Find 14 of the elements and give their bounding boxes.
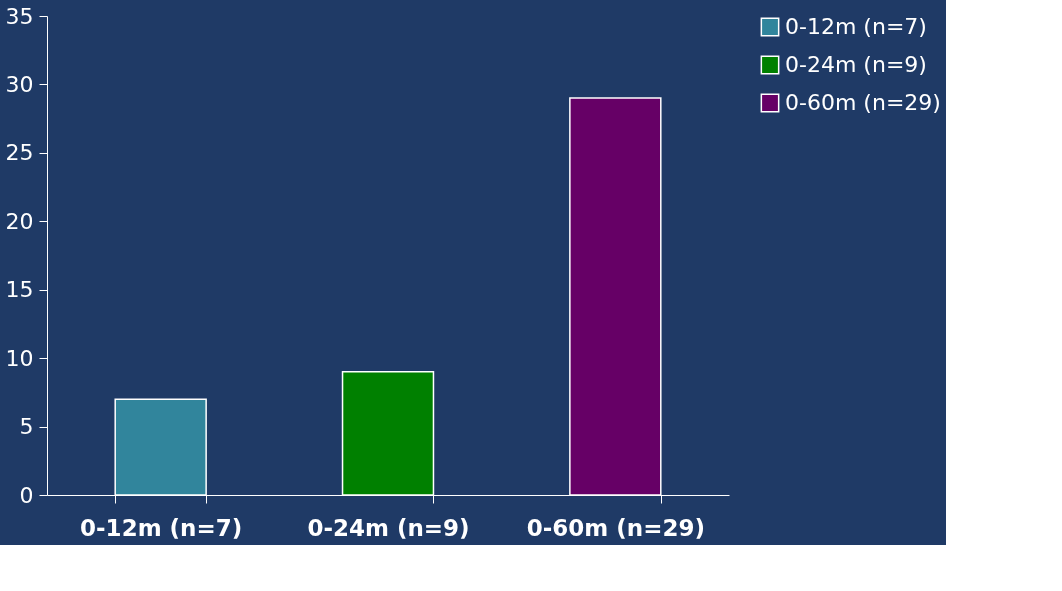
x-tick-label: 0-24m (n=9) [307, 514, 470, 541]
legend-label: 0-60m (n=29) [785, 90, 941, 115]
x-tick-label: 0-60m (n=29) [526, 514, 705, 541]
y-tick-label: 35 [5, 3, 34, 29]
y-tick-label: 10 [5, 345, 34, 371]
legend-label: 0-24m (n=9) [785, 52, 927, 77]
y-tick-label: 5 [19, 414, 34, 440]
legend-label: 0-12m (n=7) [785, 14, 927, 39]
y-tick-label: 25 [5, 140, 34, 166]
y-tick-label: 30 [5, 71, 34, 97]
y-tick-label: 0 [19, 482, 34, 508]
y-tick-label: 15 [5, 277, 34, 303]
x-tick-label: 0-12m (n=7) [80, 514, 243, 541]
y-tick-label: 20 [5, 208, 34, 234]
